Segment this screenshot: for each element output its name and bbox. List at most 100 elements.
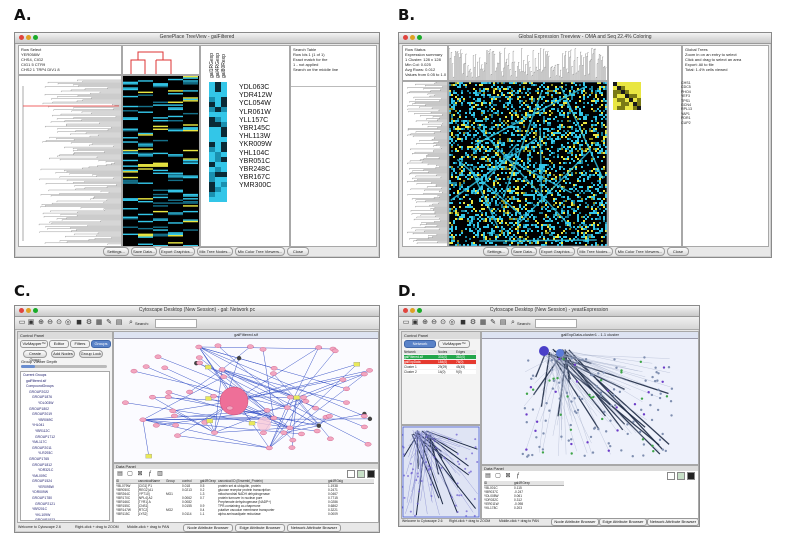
- table-export-icon[interactable]: [357, 470, 365, 478]
- tab-network-attribute-browser[interactable]: Network Attribute Browser: [287, 524, 341, 532]
- group-lock-button[interactable]: Group Lock: [79, 350, 103, 358]
- delete-attribute-icon[interactable]: ⊠: [505, 473, 511, 479]
- group-tree-item[interactable]: YHL041: [32, 423, 45, 428]
- group-tree-item[interactable]: GROUP1765: [29, 456, 49, 461]
- group-tree-item[interactable]: GROUP1780: [32, 496, 52, 501]
- table-row[interactable]: YDR032C 0.312: [484, 498, 564, 502]
- window-controls[interactable]: [403, 308, 422, 313]
- filter-icon[interactable]: ▤: [115, 319, 123, 326]
- network-list-item[interactable]: Cluster 1 29(29) 45(45): [404, 365, 476, 369]
- group-tree-item[interactable]: GROUP1876: [32, 395, 52, 400]
- edit-icon[interactable]: ✎: [106, 319, 112, 326]
- group-tree-item[interactable]: Current Groups: [23, 373, 47, 377]
- zoom-out-icon[interactable]: ⊖: [431, 319, 437, 326]
- group-tree-item[interactable]: YBR201C: [32, 507, 48, 512]
- export-graphics-button[interactable]: Export Graphics...: [539, 247, 575, 256]
- open-folder-icon[interactable]: ▭: [402, 319, 410, 326]
- zoom-fit-icon[interactable]: ◎: [448, 319, 456, 326]
- tab-network-attribute-browser[interactable]: Network Attribute Browser: [647, 518, 699, 526]
- mix-tree-nodes-button[interactable]: Mix Tree Nodes...: [197, 247, 233, 256]
- vizmapper-icon[interactable]: ▦: [479, 319, 487, 326]
- save-icon[interactable]: ▣: [27, 319, 35, 326]
- layout-icon[interactable]: ⚙: [85, 319, 93, 326]
- group-tree-item[interactable]: GROUP1712: [35, 434, 55, 439]
- overview-pane[interactable]: [401, 425, 481, 519]
- group-tree-item[interactable]: GROUP2011: [32, 445, 52, 450]
- save-data-button[interactable]: Save Data...: [131, 247, 157, 256]
- table-row[interactable]: YBR166C [TYR1] A 0.0082 Prephenate dehydrog…: [116, 500, 374, 504]
- settings-button[interactable]: Settings...: [483, 247, 509, 256]
- group-tree-item[interactable]: YER095W: [38, 484, 54, 489]
- camera-icon[interactable]: ◼: [460, 319, 466, 326]
- group-tree-item[interactable]: YDR321C: [38, 468, 54, 473]
- table-color-icon[interactable]: [367, 470, 375, 478]
- function-icon[interactable]: ƒ: [148, 471, 152, 477]
- window-controls[interactable]: [403, 35, 422, 40]
- mix-tree-nodes-button[interactable]: Mix Tree Nodes...: [577, 247, 613, 256]
- group-tree-item[interactable]: GROUP2022: [29, 389, 49, 394]
- function-icon[interactable]: ƒ: [516, 473, 520, 479]
- group-tree-item[interactable]: GROUP2019: [32, 412, 52, 417]
- mix-color-tree-viewers-button[interactable]: Mix Color Tree Viewers...: [235, 247, 285, 256]
- zoom-out-icon[interactable]: ⊖: [47, 319, 53, 326]
- table-option-icon[interactable]: [667, 472, 675, 480]
- camera-icon[interactable]: ◼: [76, 319, 82, 326]
- table-row[interactable]: YBR155C [CNS1] 0.0155 0.9 TPR-containing co-…: [116, 504, 374, 508]
- search-input[interactable]: [535, 319, 577, 328]
- network-list-item[interactable]: galExpData 184(0) 76(0): [404, 360, 476, 364]
- zoom-view[interactable]: [608, 45, 682, 247]
- settings-button[interactable]: Settings...: [103, 247, 129, 256]
- zoom-in-icon[interactable]: ⊕: [38, 319, 44, 326]
- group-tree-item[interactable]: GROUP2121: [35, 501, 55, 506]
- group-tree-item[interactable]: galFiltered.sif: [26, 378, 47, 383]
- table-row[interactable]: YER011W -0.098: [484, 502, 564, 506]
- table-option-icon[interactable]: [347, 470, 355, 478]
- table-row[interactable]: YKL178C 0.203: [484, 506, 564, 510]
- group-tree-item[interactable]: YML009C: [32, 473, 48, 478]
- group-tree-item[interactable]: CompoundGroups: [26, 384, 54, 389]
- table-row[interactable]: YBL079W [CIG1] P1 0.018 0.5 protein set at u…: [116, 484, 374, 488]
- new-attribute-icon[interactable]: ▢: [127, 471, 133, 477]
- group-tree-item[interactable]: YDL003W: [38, 400, 54, 405]
- group-tree-item[interactable]: GROUP1802: [29, 406, 49, 411]
- tab-network[interactable]: Network: [404, 340, 436, 348]
- edit-icon[interactable]: ✎: [490, 319, 496, 326]
- table-row[interactable]: YBR147W [RTC2] MG2 0.4 putative vacuolar mem…: [116, 508, 374, 512]
- network-list-item[interactable]: galFiltered.sif 331(0) 362(0): [404, 355, 476, 359]
- new-attribute-icon[interactable]: ▢: [495, 473, 501, 479]
- group-tree-item[interactable]: GROUP1923: [35, 518, 55, 521]
- table-row[interactable]: YBL001C 0.115: [484, 486, 564, 490]
- table-row[interactable]: YBR264C [YPT10] MG1 1.3 mitochondrial NADH d…: [116, 492, 374, 496]
- table-row[interactable]: YBR170C [NPL4] A2 0.0062 0.7 protein turnove…: [116, 496, 374, 500]
- tab-node-attribute-browser[interactable]: Node Attribute Browser: [551, 518, 599, 526]
- window-controls[interactable]: [19, 35, 38, 40]
- network-view[interactable]: galFiltered.sif: [113, 331, 379, 463]
- tab-edge-attribute-browser[interactable]: Edge Attribute Browser: [599, 518, 647, 526]
- depth-slider[interactable]: [21, 365, 107, 368]
- group-tree-item[interactable]: YDR009W: [32, 490, 49, 495]
- tab-editor[interactable]: Editor: [49, 340, 69, 348]
- filter-icon[interactable]: ▤: [499, 319, 507, 326]
- group-tree-item[interactable]: YLR293C: [38, 451, 53, 456]
- group-tree-item[interactable]: YKL109W: [35, 512, 51, 517]
- attribute-table[interactable]: ID gal4RGexp YBL001C 0.115 YBR037C -0.247 YDL0…: [484, 481, 564, 510]
- group-tree-item[interactable]: GROUP1812: [32, 462, 52, 467]
- zoom-view[interactable]: gal1RGexp gal4RGexp gal80Rexp YDL063C YDR…: [200, 45, 290, 247]
- network-list-item[interactable]: Cluster 2 14(0) 9(0): [404, 370, 476, 374]
- add-nodes-button[interactable]: Add Nodes: [51, 350, 75, 358]
- table-row[interactable]: YBR050C [REG2] A1 0.0213 0.2 glucose recepto…: [116, 488, 374, 492]
- group-tree-item[interactable]: YBR112C: [35, 428, 50, 433]
- save-data-button[interactable]: Save Data...: [511, 247, 537, 256]
- network-view[interactable]: galExpData-cluster1 - 1.1 cluster: [481, 331, 699, 465]
- table-export-icon[interactable]: [677, 472, 685, 480]
- attribute-table[interactable]: ID canonicalName Group control gal4RGexp cano…: [116, 479, 374, 516]
- gene-dendrogram[interactable]: [18, 75, 122, 247]
- group-tree[interactable]: Current Groups galFiltered.sif CompoundGro…: [20, 371, 110, 521]
- create-group-button[interactable]: Create Group: [23, 350, 47, 362]
- zoom-in-icon[interactable]: ⊕: [422, 319, 428, 326]
- zoom-selected-icon[interactable]: ⊙: [56, 319, 62, 326]
- table-color-icon[interactable]: [687, 472, 695, 480]
- vizmapper-icon[interactable]: ▦: [95, 319, 103, 326]
- save-icon[interactable]: ▣: [411, 319, 419, 326]
- tab-groups[interactable]: Groups: [91, 340, 111, 348]
